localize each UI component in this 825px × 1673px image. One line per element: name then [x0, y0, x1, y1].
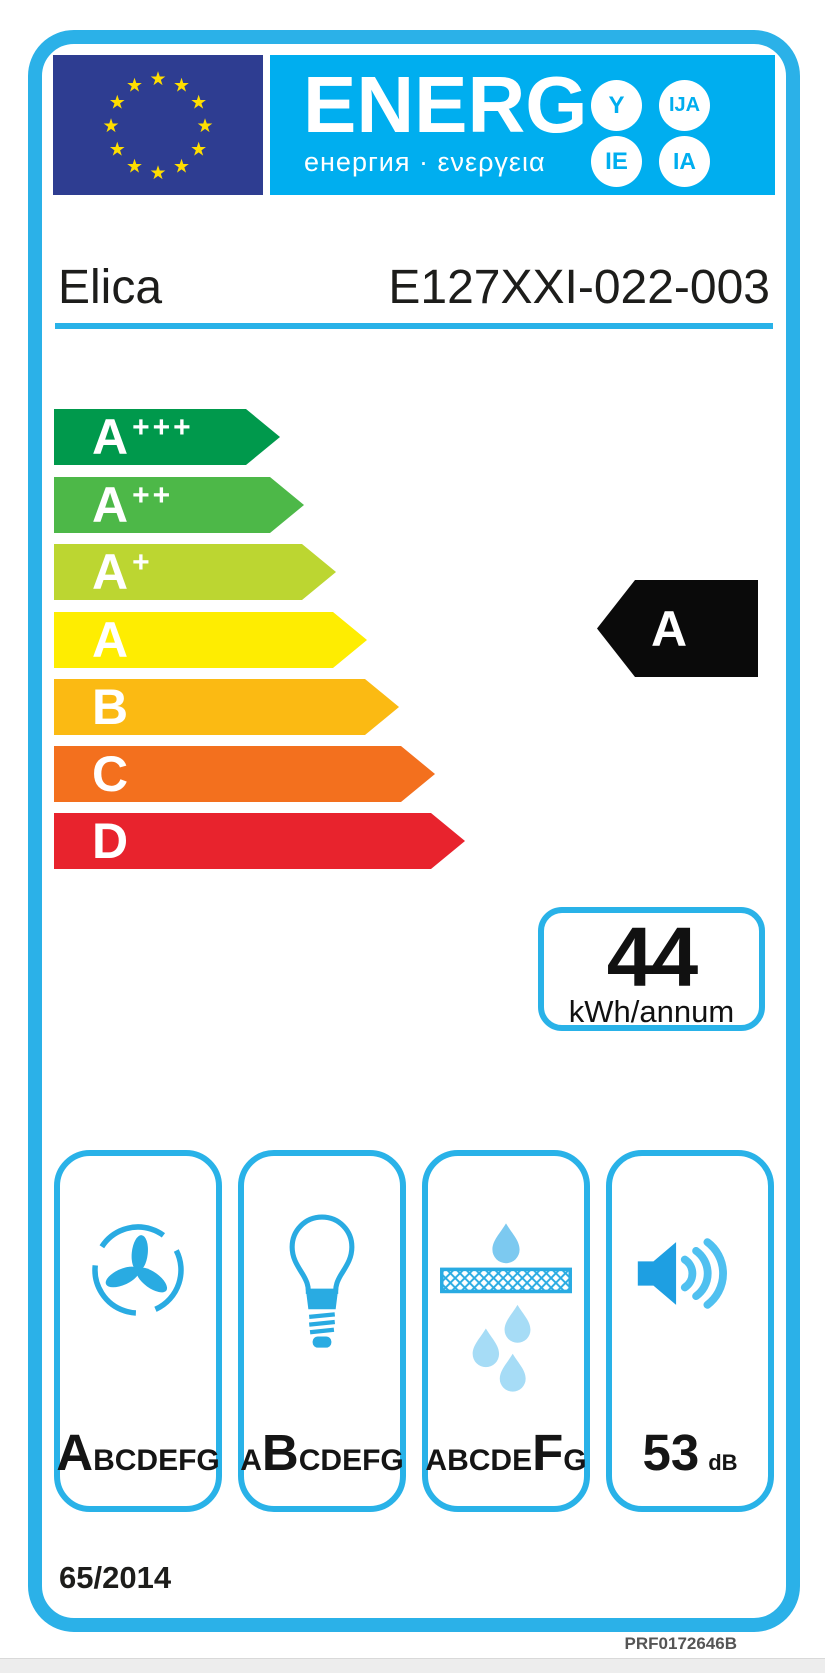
label-content: ★ ★ ★ ★ ★ ★ ★ ★ ★ ★ ★ ★ ENERG енергия · …	[42, 44, 786, 1618]
svg-text:★: ★	[109, 92, 126, 114]
svg-text:★: ★	[102, 115, 119, 137]
class-arrow-a-plus: A +	[54, 544, 336, 600]
language-badge-ia: IA	[659, 136, 710, 187]
grease-filter-box: ABCDE F G	[422, 1150, 590, 1512]
class-letter: C	[92, 746, 129, 802]
annual-energy-value: 44	[606, 910, 698, 1004]
svg-text:★: ★	[173, 156, 190, 178]
grade-post: G	[563, 1444, 587, 1477]
class-arrow-b: B	[54, 679, 399, 735]
fan-efficiency-grades: A BCDEFG	[56, 1423, 220, 1482]
class-suffix: ++	[132, 479, 174, 512]
svg-text:★: ★	[149, 162, 166, 184]
grade-highlight: B	[261, 1424, 299, 1481]
lighting-efficiency-box: A B CDEFG	[238, 1150, 406, 1512]
class-arrow-a-plus-plus: A ++	[54, 477, 304, 533]
svg-text:★: ★	[190, 92, 207, 114]
eu-flag-icon: ★ ★ ★ ★ ★ ★ ★ ★ ★ ★ ★ ★	[53, 55, 263, 195]
header-divider	[55, 323, 773, 329]
speaker-icon	[637, 1238, 727, 1309]
annual-energy-box: 44 kWh/annum	[538, 907, 765, 1031]
noise-unit: dB	[708, 1450, 738, 1475]
noise-grades: 53 dB	[612, 1423, 768, 1482]
regulation-number: 65/2014	[59, 1560, 172, 1595]
language-badge-y: Y	[591, 80, 642, 131]
grade-highlight: F	[532, 1424, 564, 1481]
class-letter: A	[92, 612, 129, 668]
rating-arrow: A	[597, 580, 758, 677]
svg-text:★: ★	[196, 115, 213, 137]
svg-text:★: ★	[149, 68, 166, 90]
lighting-efficiency-grades: A B CDEFG	[240, 1423, 404, 1482]
class-arrow-a-plus-plus-plus: A +++	[54, 409, 280, 465]
class-letter: B	[92, 679, 129, 735]
svg-text:★: ★	[126, 74, 143, 96]
class-letter: D	[92, 813, 129, 869]
fan-icon	[92, 1224, 184, 1316]
class-suffix: +++	[132, 411, 194, 444]
brand-name: Elica	[58, 261, 163, 314]
class-letter: A	[92, 409, 129, 465]
grade-pre: ABCDE	[425, 1444, 533, 1477]
grade-post: BCDEFG	[93, 1444, 220, 1477]
class-arrow-a: A	[54, 612, 367, 668]
grade-post: CDEFG	[298, 1444, 404, 1477]
class-arrow-d: D	[54, 813, 465, 869]
noise-value: 53	[642, 1424, 700, 1481]
brand-model-row: Elica E127XXI-022-003	[58, 260, 770, 315]
svg-text:★: ★	[173, 74, 190, 96]
energ-banner: ENERG енергия · ενεργεια Y IJA IE IA	[270, 55, 775, 195]
class-arrow-c: C	[54, 746, 435, 802]
annual-energy-unit: kWh/annum	[568, 994, 735, 1029]
grease-filter-grades: ABCDE F G	[425, 1423, 587, 1482]
svg-text:★: ★	[126, 156, 143, 178]
rating-class: A	[651, 600, 688, 657]
energ-subtitle: енергия · ενεργεια	[304, 147, 546, 177]
class-letter: A	[92, 477, 129, 533]
language-badge-ie: IE	[591, 136, 642, 187]
language-badge-ija: IJA	[659, 80, 710, 131]
bottom-strip	[0, 1658, 825, 1673]
svg-text:★: ★	[109, 139, 126, 161]
lightbulb-icon	[289, 1214, 355, 1348]
class-letter: A	[92, 544, 129, 600]
class-suffix: +	[132, 546, 153, 579]
eu-energy-label: ★ ★ ★ ★ ★ ★ ★ ★ ★ ★ ★ ★ ENERG енергия · …	[28, 30, 800, 1632]
eu-flag-stars: ★ ★ ★ ★ ★ ★ ★ ★ ★ ★ ★ ★	[102, 68, 213, 184]
model-number: E127XXI-022-003	[388, 261, 770, 314]
svg-text:★: ★	[190, 139, 207, 161]
fan-efficiency-box: A BCDEFG	[54, 1150, 222, 1512]
energ-word: ENERG	[303, 60, 588, 149]
reference-code: PRF0172646B	[624, 1634, 737, 1653]
grade-highlight: A	[56, 1424, 94, 1481]
grease-filter-icon	[440, 1223, 572, 1392]
grade-pre: A	[240, 1444, 262, 1477]
noise-box: 53 dB	[606, 1150, 774, 1512]
